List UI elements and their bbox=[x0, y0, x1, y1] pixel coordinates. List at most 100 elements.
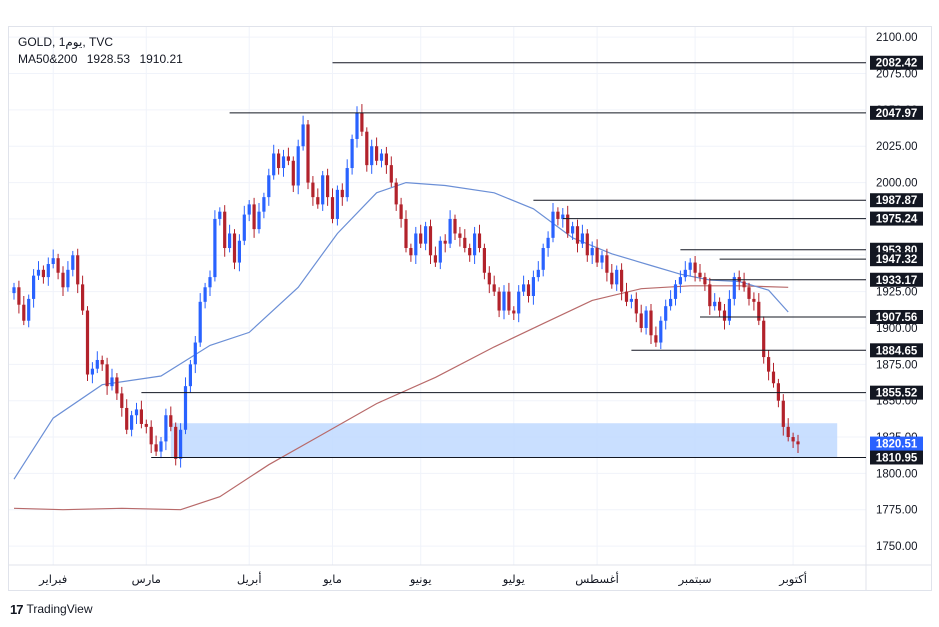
candle[interactable] bbox=[281, 149, 286, 177]
candle[interactable] bbox=[664, 299, 668, 330]
candle[interactable] bbox=[247, 200, 251, 222]
candle[interactable] bbox=[502, 285, 506, 320]
candle[interactable] bbox=[556, 207, 560, 226]
candle[interactable] bbox=[36, 261, 41, 281]
candle[interactable] bbox=[507, 282, 511, 315]
candle[interactable] bbox=[330, 188, 335, 224]
candle[interactable] bbox=[453, 214, 457, 241]
candle[interactable] bbox=[796, 434, 800, 454]
candle[interactable] bbox=[585, 229, 589, 262]
candle[interactable] bbox=[56, 253, 60, 280]
candle[interactable] bbox=[438, 236, 442, 270]
candle[interactable] bbox=[644, 306, 648, 335]
candle[interactable] bbox=[634, 292, 638, 323]
candle[interactable] bbox=[174, 422, 178, 466]
candle[interactable] bbox=[649, 303, 653, 344]
candle[interactable] bbox=[272, 144, 276, 180]
candle[interactable] bbox=[218, 207, 222, 226]
candle[interactable] bbox=[575, 219, 580, 253]
candle[interactable] bbox=[237, 234, 241, 272]
candle[interactable] bbox=[732, 272, 736, 306]
candle[interactable] bbox=[188, 359, 192, 393]
candle[interactable] bbox=[424, 221, 428, 251]
candle[interactable] bbox=[409, 243, 413, 262]
candle[interactable] bbox=[66, 261, 70, 292]
candle[interactable] bbox=[688, 258, 692, 277]
candle[interactable] bbox=[365, 127, 369, 172]
candle[interactable] bbox=[228, 224, 232, 253]
candle[interactable] bbox=[737, 270, 741, 291]
candle[interactable] bbox=[428, 219, 433, 265]
candle[interactable] bbox=[448, 210, 452, 249]
candle[interactable] bbox=[433, 246, 437, 267]
candle[interactable] bbox=[12, 282, 16, 300]
candle[interactable] bbox=[419, 224, 423, 249]
candle[interactable] bbox=[791, 432, 795, 448]
candle[interactable] bbox=[605, 248, 609, 282]
candle[interactable] bbox=[71, 250, 75, 277]
candle[interactable] bbox=[257, 202, 261, 234]
candle[interactable] bbox=[414, 226, 418, 265]
candle[interactable] bbox=[179, 423, 183, 468]
candle[interactable] bbox=[512, 306, 516, 320]
candle[interactable] bbox=[526, 280, 531, 303]
candle[interactable] bbox=[41, 265, 45, 284]
candle[interactable] bbox=[370, 139, 374, 174]
candle[interactable] bbox=[213, 210, 217, 282]
candle[interactable] bbox=[703, 272, 707, 291]
candle[interactable] bbox=[144, 419, 148, 434]
candle[interactable] bbox=[384, 146, 388, 174]
level-label[interactable]: 1975.24 bbox=[870, 211, 923, 226]
level-label[interactable]: 1884.65 bbox=[870, 343, 923, 358]
candle[interactable] bbox=[693, 256, 697, 282]
candle[interactable] bbox=[477, 224, 482, 253]
candle[interactable] bbox=[536, 261, 540, 282]
candle[interactable] bbox=[629, 294, 633, 309]
candle[interactable] bbox=[85, 306, 90, 382]
candle[interactable] bbox=[321, 170, 325, 211]
candle[interactable] bbox=[61, 266, 65, 296]
candle[interactable] bbox=[232, 229, 237, 270]
candle[interactable] bbox=[301, 115, 305, 151]
level-label[interactable]: 1810.95 bbox=[870, 450, 923, 465]
candle[interactable] bbox=[183, 377, 188, 435]
candle[interactable] bbox=[159, 437, 163, 459]
candle[interactable] bbox=[566, 205, 570, 238]
candle[interactable] bbox=[551, 202, 555, 243]
candle[interactable] bbox=[561, 208, 565, 228]
candle[interactable] bbox=[360, 104, 364, 137]
level-label[interactable]: 1947.32 bbox=[870, 252, 923, 267]
candle[interactable] bbox=[193, 335, 197, 374]
candle[interactable] bbox=[771, 362, 776, 388]
candle[interactable] bbox=[32, 269, 36, 308]
candle[interactable] bbox=[595, 239, 599, 267]
candle[interactable] bbox=[90, 362, 94, 384]
candle[interactable] bbox=[242, 205, 246, 246]
candle[interactable] bbox=[198, 293, 202, 347]
candle[interactable] bbox=[590, 241, 594, 265]
candle[interactable] bbox=[316, 188, 320, 209]
candle[interactable] bbox=[286, 147, 290, 166]
candle[interactable] bbox=[713, 293, 717, 311]
candle[interactable] bbox=[277, 149, 281, 175]
candle[interactable] bbox=[95, 351, 99, 374]
candle[interactable] bbox=[154, 435, 158, 456]
candle[interactable] bbox=[757, 293, 761, 326]
candle[interactable] bbox=[291, 156, 295, 193]
candle[interactable] bbox=[203, 282, 207, 309]
chart-area[interactable] bbox=[8, 26, 932, 591]
candle[interactable] bbox=[786, 418, 790, 442]
candle[interactable] bbox=[482, 243, 486, 280]
candle[interactable] bbox=[762, 316, 766, 364]
candle[interactable] bbox=[443, 234, 447, 253]
candle[interactable] bbox=[81, 275, 85, 315]
candle[interactable] bbox=[571, 221, 575, 241]
candle[interactable] bbox=[473, 226, 477, 265]
candle[interactable] bbox=[306, 120, 310, 190]
candle[interactable] bbox=[394, 178, 398, 211]
candle[interactable] bbox=[531, 270, 535, 305]
candle[interactable] bbox=[267, 168, 271, 206]
candle[interactable] bbox=[458, 226, 462, 247]
candle[interactable] bbox=[708, 277, 712, 315]
